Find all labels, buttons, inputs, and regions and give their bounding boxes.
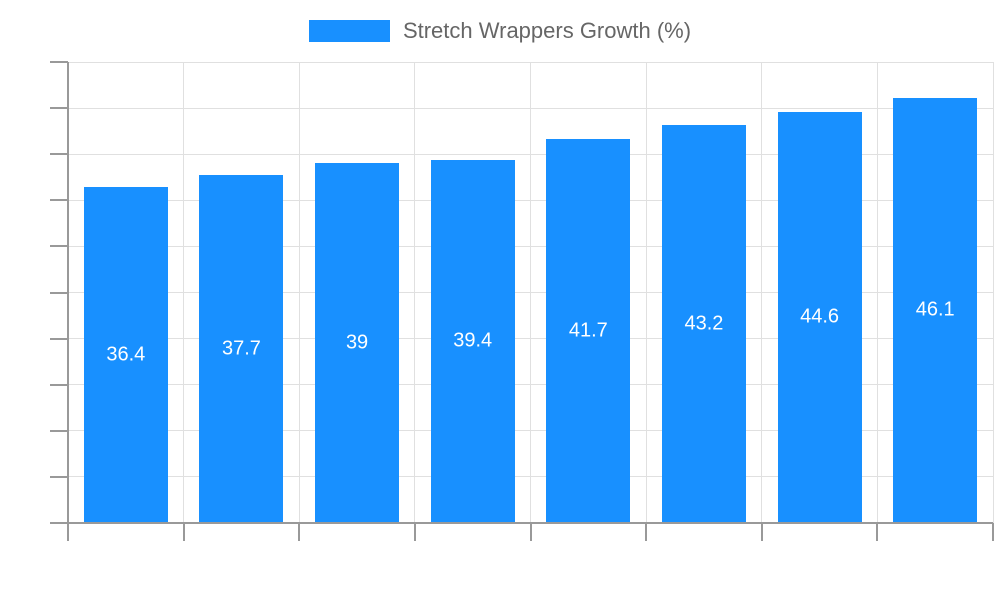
- bar-2031-2032[interactable]: [777, 111, 862, 523]
- bar-2025-2026[interactable]: [83, 187, 168, 523]
- v-gridline: [298, 62, 300, 523]
- bar-2026-2027[interactable]: [199, 175, 284, 523]
- y-axis-tick: [50, 199, 68, 202]
- v-gridline: [645, 62, 647, 523]
- v-gridline: [530, 62, 531, 523]
- bar-value-label: 36.4: [106, 343, 146, 366]
- bar-2032-2033[interactable]: [893, 97, 978, 523]
- v-gridline: [761, 62, 763, 523]
- y-axis-line: [67, 62, 69, 541]
- x-axis-tick: [760, 523, 763, 541]
- x-axis-tick: [67, 523, 69, 541]
- legend-label: Stretch Wrappers Growth (%): [402, 18, 692, 43]
- x-axis-tick: [645, 523, 648, 541]
- y-axis-tick: [50, 153, 68, 156]
- x-axis-tick: [182, 523, 185, 541]
- y-axis-tick: [50, 429, 68, 432]
- v-gridline: [414, 62, 416, 523]
- bar-value-label: 41.7: [568, 319, 608, 342]
- bar-2027-2028[interactable]: [315, 163, 400, 523]
- x-axis-tick: [529, 523, 532, 541]
- legend: Stretch Wrappers Growth (%): [0, 18, 1000, 44]
- y-axis-tick: [50, 291, 68, 294]
- bar-value-label: 44.6: [800, 305, 840, 328]
- x-axis-tick: [413, 523, 416, 541]
- bar-value-label: 37.7: [221, 337, 261, 360]
- bar-value-label: 39.4: [453, 329, 493, 352]
- v-gridline: [992, 62, 994, 523]
- bar-value-label: 43.2: [684, 312, 724, 335]
- legend-item-stretch-wrappers-growth[interactable]: Stretch Wrappers Growth (%): [308, 18, 692, 44]
- bar-value-label: 39: [345, 331, 369, 354]
- y-axis-tick: [50, 383, 68, 386]
- legend-swatch-icon: [308, 20, 390, 42]
- bar-2030-2031[interactable]: [661, 124, 746, 523]
- x-axis-tick: [876, 523, 879, 541]
- y-axis-tick: [50, 107, 68, 110]
- y-axis-tick: [50, 61, 68, 63]
- bar-2029-2030[interactable]: [546, 138, 631, 523]
- v-gridline: [183, 62, 185, 523]
- bar-value-label: 46.1: [915, 298, 955, 321]
- x-axis-tick: [298, 523, 301, 541]
- y-axis-tick: [50, 337, 68, 340]
- y-axis-tick: [50, 522, 68, 524]
- x-axis-tick: [992, 523, 994, 541]
- v-gridline: [876, 62, 878, 523]
- y-axis-tick: [50, 475, 68, 478]
- y-axis-tick: [50, 245, 68, 248]
- bar-2028-2029[interactable]: [430, 159, 515, 523]
